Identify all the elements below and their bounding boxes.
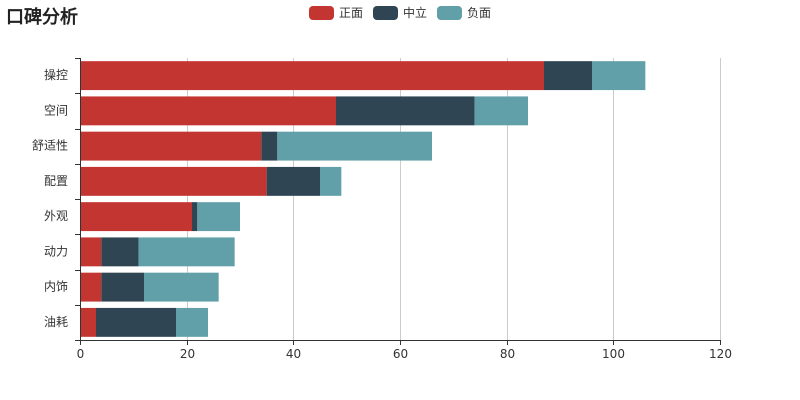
legend-swatch [373,5,399,20]
legend-swatch [437,5,463,20]
y-tick-label: 油耗 [44,315,68,329]
legend-label: 中立 [403,6,428,20]
legend-label: 正面 [339,6,364,20]
bar-动力-负面[interactable] [138,237,235,267]
bar-操控-负面[interactable] [592,61,646,91]
bar-油耗-负面[interactable] [176,307,208,337]
bar-油耗-中立[interactable] [96,307,176,337]
bar-空间-正面[interactable] [80,96,336,126]
x-tick-label: 80 [500,347,515,361]
bar-配置-负面[interactable] [320,166,342,196]
bar-配置-中立[interactable] [266,166,320,196]
bar-油耗-正面[interactable] [80,307,96,337]
bar-舒适性-正面[interactable] [80,131,262,161]
y-tick-label: 内饰 [44,280,68,294]
bar-配置-正面[interactable] [80,166,267,196]
y-tick-label: 配置 [44,174,68,188]
legend-item-中立[interactable]: 中立 [373,4,427,21]
x-tick-label: 60 [393,347,408,361]
bar-内饰-负面[interactable] [144,272,219,302]
bar-空间-负面[interactable] [474,96,528,126]
y-tick-label: 操控 [44,67,68,82]
y-tick-label: 舒适性 [32,139,68,153]
bar-外观-正面[interactable] [80,202,192,232]
y-tick-label: 空间 [44,103,68,117]
bar-外观-负面[interactable] [197,202,240,232]
bar-空间-中立[interactable] [336,96,475,126]
x-tick-label: 40 [286,347,301,361]
chart-title: 口碑分析 [6,7,78,28]
bar-动力-中立[interactable] [101,237,139,267]
y-tick-label: 动力 [44,244,68,258]
bar-操控-正面[interactable] [80,61,544,91]
legend: 正面 中立 负面 [309,4,501,21]
x-tick-label: 120 [709,347,732,361]
x-tick-label: 0 [77,347,85,361]
y-tick-label: 外观 [44,209,68,223]
legend-label: 负面 [467,6,492,20]
bar-外观-中立[interactable] [192,202,198,232]
legend-item-正面[interactable]: 正面 [309,4,363,21]
bar-内饰-正面[interactable] [80,272,102,302]
legend-swatch [309,5,334,20]
x-tick-label: 100 [602,347,625,361]
legend-item-负面[interactable]: 负面 [437,4,491,21]
bar-舒适性-负面[interactable] [277,131,432,161]
bar-内饰-中立[interactable] [101,272,144,302]
bar-操控-中立[interactable] [544,61,592,91]
bar-动力-正面[interactable] [80,237,102,267]
x-tick-label: 20 [180,347,195,361]
bar-舒适性-中立[interactable] [261,131,278,161]
